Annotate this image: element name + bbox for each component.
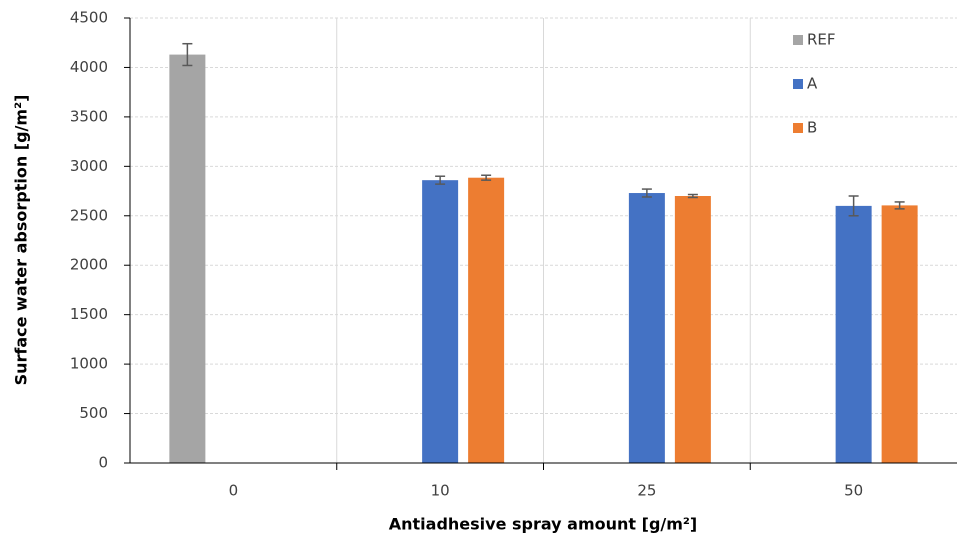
y-tick-label: 500 <box>79 404 108 422</box>
bar <box>835 205 872 463</box>
y-axis-title: Surface water absorption [g/m²] <box>12 95 31 386</box>
bar <box>468 177 505 463</box>
y-tick-label: 1500 <box>70 305 108 323</box>
error-bar <box>182 42 193 67</box>
y-tick-label: 1000 <box>70 355 108 373</box>
legend-label: B <box>807 119 817 137</box>
x-tick-label: 0 <box>229 482 239 500</box>
y-tick-label: 4000 <box>70 58 108 76</box>
legend-label: REF <box>807 31 836 49</box>
y-tick-label: 2500 <box>70 206 108 224</box>
x-axis-title: Antiadhesive spray amount [g/m²] <box>389 515 698 534</box>
y-tick-label: 4500 <box>70 9 108 27</box>
bar <box>881 205 918 463</box>
x-tick-label: 10 <box>431 482 450 500</box>
bar <box>422 180 459 463</box>
error-bar <box>894 201 905 210</box>
y-tick-label: 0 <box>98 454 108 472</box>
x-tick-label: 50 <box>844 482 863 500</box>
legend-swatch <box>793 79 803 89</box>
legend-swatch <box>793 35 803 45</box>
y-tick-label: 3000 <box>70 157 108 175</box>
error-bar <box>481 174 492 181</box>
y-tick-label: 2000 <box>70 256 108 274</box>
error-bar <box>641 188 652 198</box>
bar <box>674 196 711 463</box>
legend-swatch <box>793 123 803 133</box>
error-bar <box>435 175 446 185</box>
x-tick-label: 25 <box>637 482 656 500</box>
y-tick-label: 3500 <box>70 107 108 125</box>
legend-label: A <box>807 75 818 93</box>
error-bar <box>687 193 698 199</box>
bar <box>169 54 206 463</box>
bar <box>628 193 665 464</box>
error-bar <box>848 195 859 217</box>
